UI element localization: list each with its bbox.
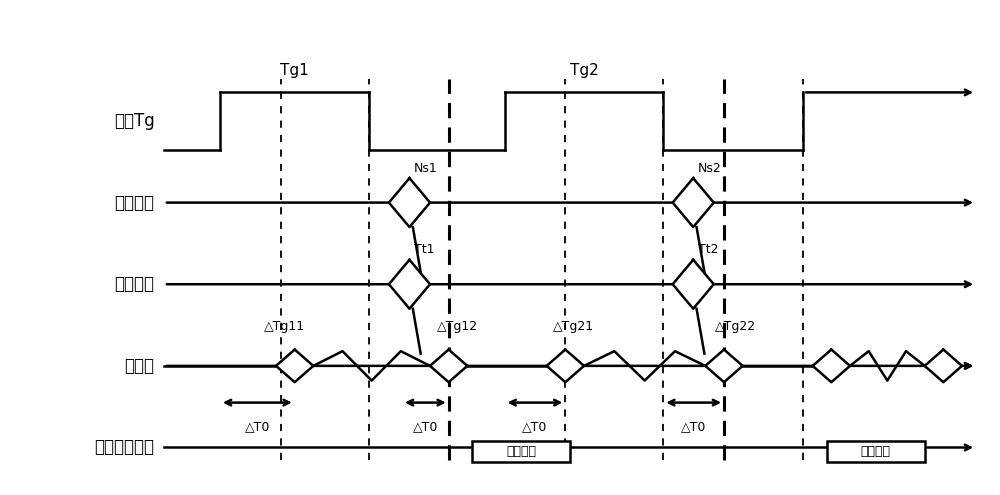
Text: △T0: △T0 [245, 420, 270, 433]
Text: 内插値: 内插値 [125, 357, 155, 375]
Text: Ns1: Ns1 [414, 162, 438, 175]
Polygon shape [430, 349, 467, 382]
Text: 时基计数: 时基计数 [115, 275, 155, 293]
Text: △Tg11: △Tg11 [264, 320, 305, 333]
Bar [827, 441, 925, 462]
Text: 事件计数: 事件计数 [115, 194, 155, 211]
Text: △T0: △T0 [413, 420, 438, 433]
Polygon shape [547, 349, 584, 382]
Polygon shape [673, 260, 714, 309]
Text: △T0: △T0 [681, 420, 706, 433]
Polygon shape [673, 178, 714, 227]
Bar [472, 441, 570, 462]
Text: △T0: △T0 [522, 420, 547, 433]
Text: Tt1: Tt1 [414, 244, 435, 256]
Text: 一次测量: 一次测量 [506, 445, 536, 458]
Polygon shape [389, 178, 430, 227]
Polygon shape [276, 349, 313, 382]
Text: Tg1: Tg1 [280, 63, 309, 78]
Text: Tt2: Tt2 [698, 244, 718, 256]
Polygon shape [925, 349, 962, 382]
Text: △Tg22: △Tg22 [715, 320, 756, 333]
Text: △Tg12: △Tg12 [437, 320, 479, 333]
Text: 闸门Tg: 闸门Tg [114, 112, 155, 130]
Text: △Tg21: △Tg21 [553, 320, 594, 333]
Polygon shape [389, 260, 430, 309]
Polygon shape [705, 349, 743, 382]
Text: Ns2: Ns2 [698, 162, 722, 175]
Text: Tg2: Tg2 [570, 63, 598, 78]
Text: 二次测量: 二次测量 [861, 445, 891, 458]
Polygon shape [813, 349, 850, 382]
Text: 数据处理时序: 数据处理时序 [95, 439, 155, 456]
